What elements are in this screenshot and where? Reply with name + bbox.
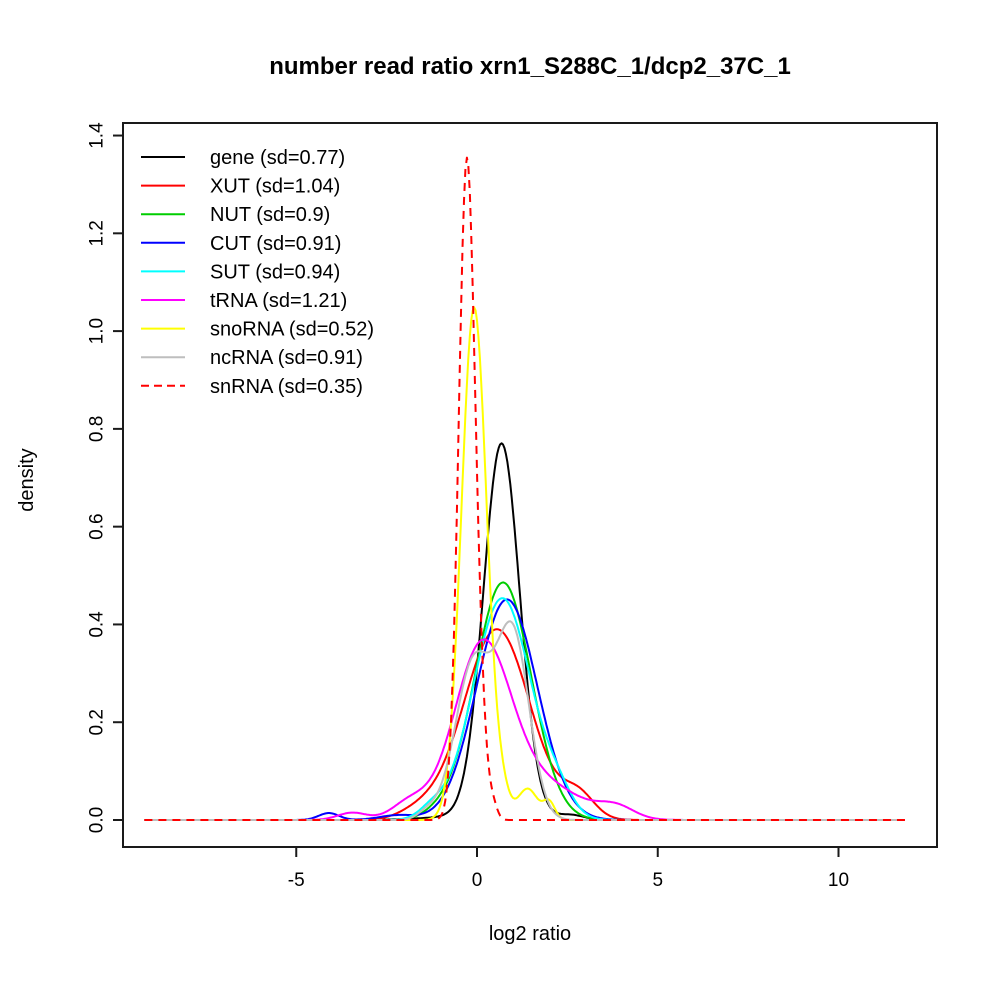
legend-label-gene: gene (sd=0.77): [210, 147, 345, 169]
y-axis: 0.0 0.2 0.4 0.6 0.8 1.0 1.2 1.4: [87, 122, 123, 833]
legend-item-tRNA: tRNA (sd=1.21): [141, 290, 347, 312]
legend-label-NUT: NUT (sd=0.9): [210, 204, 330, 226]
y-tick-label: 1.0: [87, 318, 108, 344]
curve-snRNA: [144, 156, 905, 821]
curve-tRNA: [144, 638, 905, 821]
legend-item-NUT: NUT (sd=0.9): [141, 204, 330, 226]
legend: gene (sd=0.77) XUT (sd=1.04) NUT (sd=0.9) C…: [141, 147, 374, 398]
x-tick-label: 0: [472, 870, 483, 891]
y-tick-label: 1.2: [87, 220, 108, 246]
legend-label-XUT: XUT (sd=1.04): [210, 176, 340, 198]
legend-label-ncRNA: ncRNA (sd=0.91): [210, 347, 363, 369]
legend-label-snoRNA: snoRNA (sd=0.52): [210, 319, 374, 341]
legend-item-SUT: SUT (sd=0.94): [141, 261, 340, 283]
x-axis-label: log2 ratio: [489, 923, 571, 945]
curve-NUT: [144, 581, 905, 821]
curves-group: [144, 156, 905, 821]
y-tick-label: 0.4: [87, 611, 108, 638]
plot-border: [122, 122, 938, 848]
chart-title: number read ratio xrn1_S288C_1/dcp2_37C_…: [269, 53, 791, 80]
legend-label-SUT: SUT (sd=0.94): [210, 261, 340, 283]
legend-label-tRNA: tRNA (sd=1.21): [210, 290, 347, 312]
x-tick-label: -5: [288, 870, 305, 891]
legend-item-snoRNA: snoRNA (sd=0.52): [141, 319, 374, 341]
x-tick-label: 10: [828, 870, 849, 891]
legend-item-CUT: CUT (sd=0.91): [141, 233, 341, 255]
y-tick-label: 0.2: [87, 709, 108, 735]
y-tick-label: 0.6: [87, 513, 108, 539]
legend-item-snRNA: snRNA (sd=0.35): [141, 376, 363, 398]
y-tick-label: 0.0: [87, 807, 108, 833]
legend-label-CUT: CUT (sd=0.91): [210, 233, 341, 255]
legend-item-gene: gene (sd=0.77): [141, 147, 345, 169]
legend-item-ncRNA: ncRNA (sd=0.91): [141, 347, 363, 369]
y-tick-label: 1.4: [87, 122, 108, 149]
x-tick-label: 5: [652, 870, 663, 891]
legend-item-XUT: XUT (sd=1.04): [141, 176, 340, 198]
legend-label-snRNA: snRNA (sd=0.35): [210, 376, 363, 398]
x-axis: -5 0 5 10: [288, 847, 849, 891]
y-axis-label: density: [16, 448, 38, 511]
curve-CUT: [144, 598, 905, 821]
y-tick-label: 0.8: [87, 416, 108, 442]
